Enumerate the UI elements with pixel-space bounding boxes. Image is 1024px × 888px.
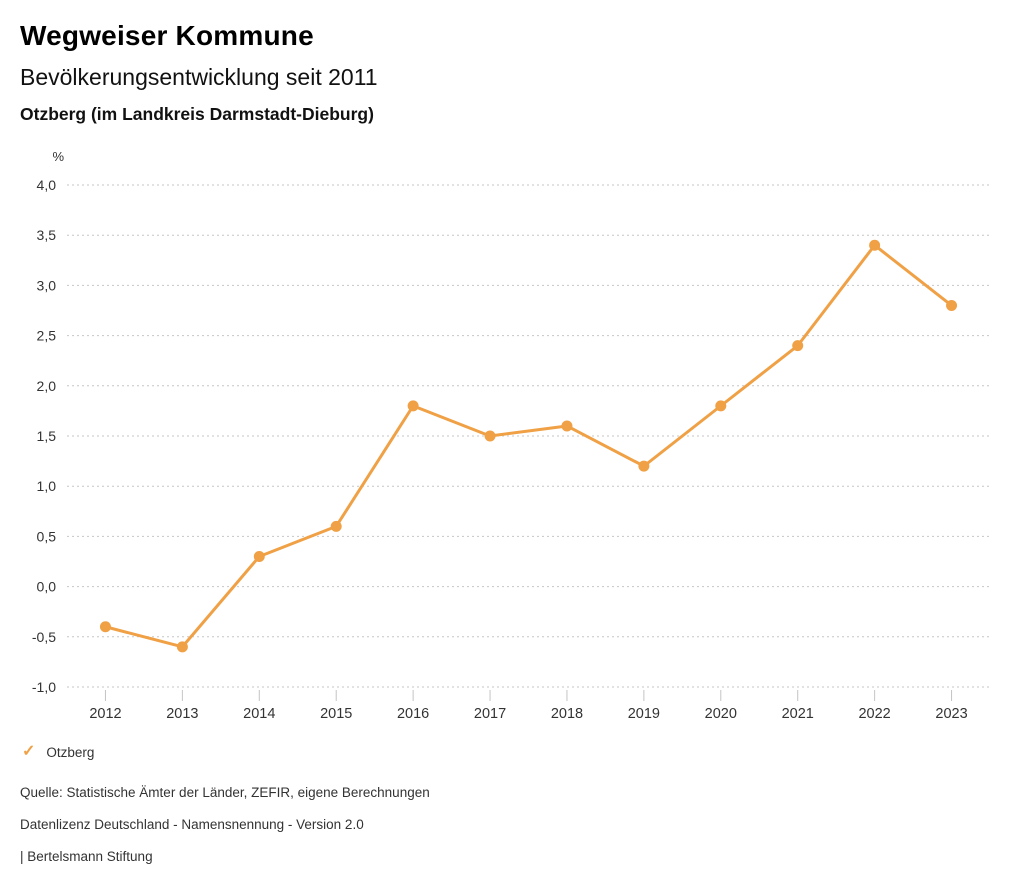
- x-axis-label: 2022: [858, 706, 890, 722]
- data-point[interactable]: [253, 550, 265, 562]
- check-icon: ✓: [22, 743, 36, 760]
- data-point[interactable]: [792, 340, 804, 352]
- data-point[interactable]: [484, 430, 496, 442]
- y-axis-unit-label: %: [52, 149, 64, 164]
- y-axis-label: 3,0: [37, 277, 57, 293]
- source-line: Quelle: Statistische Ämter der Länder, Z…: [20, 785, 430, 800]
- legend-label: Otzberg: [46, 744, 95, 760]
- x-axis-label: 2018: [551, 706, 583, 722]
- x-axis-label: 2015: [320, 706, 352, 722]
- y-axis-label: 0,5: [37, 528, 57, 544]
- page-title: Wegweiser Kommune: [20, 20, 314, 51]
- y-axis-label: 1,0: [37, 478, 57, 494]
- data-point[interactable]: [946, 299, 958, 311]
- x-axis-label: 2017: [474, 706, 506, 722]
- x-axis-label: 2019: [628, 706, 660, 722]
- data-point[interactable]: [561, 420, 573, 432]
- legend: ✓ Otzberg: [22, 744, 94, 760]
- x-axis-label: 2014: [243, 706, 275, 722]
- x-axis-label: 2021: [782, 706, 814, 722]
- data-point[interactable]: [869, 239, 881, 251]
- x-axis-label: 2013: [166, 706, 198, 722]
- y-axis-label: 4,0: [37, 177, 57, 193]
- x-axis-label: 2020: [705, 706, 737, 722]
- y-axis-label: 1,5: [37, 428, 57, 444]
- chart-svg: -1,0 -0,5 0,0 0,5 1,0 1,5 2,0 2,5 3,0 3,5 4,0% 2012…: [32, 149, 990, 722]
- y-axis-label: -0,5: [32, 629, 56, 645]
- chart-title: Bevölkerungsentwicklung seit 2011: [20, 64, 378, 90]
- x-axis-label: 2023: [935, 706, 967, 722]
- chart-region-subtitle: Otzberg (im Landkreis Darmstadt-Dieburg): [20, 104, 374, 124]
- data-point[interactable]: [176, 641, 188, 653]
- footer: Quelle: Statistische Ämter der Länder, Z…: [20, 785, 430, 881]
- y-axis-label: 0,0: [37, 579, 57, 595]
- y-axis-label: 3,5: [37, 227, 57, 243]
- data-point[interactable]: [99, 621, 111, 633]
- data-point[interactable]: [330, 520, 342, 532]
- y-axis-label: 2,5: [37, 328, 57, 344]
- data-point[interactable]: [638, 460, 650, 472]
- legend-item-otzberg[interactable]: ✓ Otzberg: [22, 744, 94, 760]
- data-point[interactable]: [715, 400, 727, 412]
- y-axis-label: -1,0: [32, 679, 56, 695]
- series-line: [103, 243, 954, 649]
- y-axis-label: 2,0: [37, 378, 57, 394]
- data-point[interactable]: [407, 400, 419, 412]
- x-axis-label: 2016: [397, 706, 429, 722]
- attribution-line: | Bertelsmann Stiftung: [20, 849, 153, 864]
- license-line: Datenlizenz Deutschland - Namensnennung …: [20, 817, 364, 832]
- x-axis-label: 2012: [89, 706, 121, 722]
